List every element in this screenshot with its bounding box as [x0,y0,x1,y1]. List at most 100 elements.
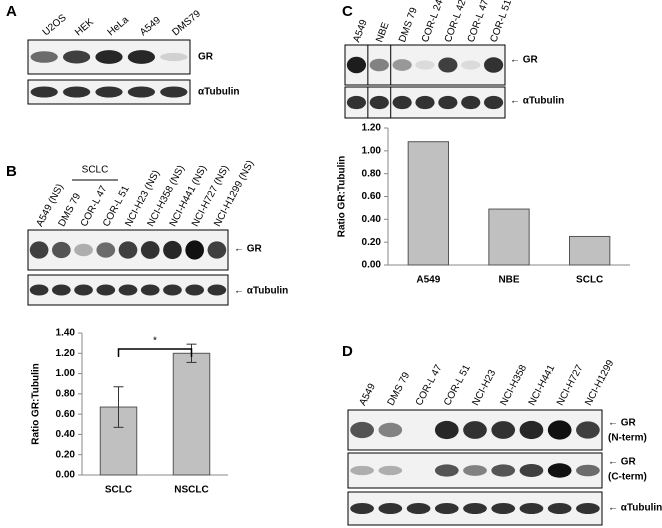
y-tick-label: 0.00 [362,260,382,271]
band [415,95,435,110]
group-label: SCLC [82,165,109,176]
band [461,95,481,110]
lane-label: A549 [351,18,369,44]
band [483,95,504,110]
band [491,464,516,477]
y-axis-label: Ratio GR:Tubulin [337,156,348,237]
lane-label: DMS 79 [397,6,420,44]
band [52,284,71,296]
band-label: ← αTubulin [510,96,564,107]
band [74,284,93,296]
x-tick-label: NSCLC [174,485,208,496]
band [127,86,156,98]
lane-label: A549 [138,15,163,39]
band [519,464,544,477]
lane-label: NBE [374,21,391,44]
y-tick-label: 0.80 [56,388,76,399]
significance-bracket [117,348,193,357]
y-tick-label: 0.60 [56,409,76,420]
x-tick-label: NBE [498,275,519,286]
band [461,60,481,70]
band [95,86,123,98]
band-label: ← GR [510,55,539,66]
band [519,420,544,440]
band [185,284,205,296]
band [547,463,572,478]
x-tick-label: SCLC [105,485,132,496]
band [118,241,138,259]
lane-label: HEK [73,16,96,38]
lane-label: COR-L 47 [414,363,445,408]
y-tick-label: 1.00 [56,368,76,379]
lane-label: HeLa [106,14,132,38]
lane-label: U2OS [41,12,69,38]
band-label: (N-term) [608,433,647,444]
band [491,502,516,515]
y-tick-label: 0.40 [56,429,76,440]
band [350,421,374,439]
band [30,86,58,98]
band [369,95,389,110]
bar [172,352,211,476]
band [434,464,459,477]
band-label: (C-term) [608,472,647,483]
panel-label: C [342,3,353,20]
band [547,502,572,515]
significance-label: * [153,336,157,347]
y-tick-label: 0.60 [362,191,382,202]
band [118,284,138,296]
x-tick-label: SCLC [576,275,603,286]
band [378,465,403,476]
band [96,284,116,296]
bar [569,235,611,266]
band [163,284,182,296]
band-label: ← αTubulin [234,286,288,297]
band [483,57,504,73]
y-tick-label: 0.00 [56,470,76,481]
band [207,284,227,296]
lane-label: NCI-H23 [470,368,498,408]
band [392,95,412,110]
panel-label: B [6,163,17,180]
y-tick-label: 0.40 [362,214,382,225]
y-tick-label: 0.20 [362,237,382,248]
band [95,50,123,64]
band [350,502,374,515]
x-tick-label: A549 [416,275,440,286]
band [29,284,49,296]
lane-label: NCI-H1299 [583,358,616,408]
lane-label: COR-L 51 [442,363,473,408]
panel-label: A [6,3,17,20]
band-label: GR [198,52,214,63]
band [96,242,116,258]
band [463,421,487,439]
band [434,420,459,440]
y-tick-label: 1.20 [362,123,382,134]
band [140,284,160,296]
lane-label: DMS79 [170,8,203,38]
band [346,56,367,74]
lane-label: COR-L 42 [443,0,469,44]
lane-label: COR-L 24 [420,0,446,44]
band [30,51,58,63]
band [392,59,412,71]
lane-label: A549 [357,381,378,407]
band [491,421,516,439]
band [576,464,600,477]
band [74,243,93,257]
band [406,502,431,515]
band [576,421,600,439]
y-axis-label: Ratio GR:Tubulin [31,363,42,444]
lane-label: NCI-H358 [498,363,529,408]
band [163,240,182,260]
band [160,52,188,62]
band [438,95,458,110]
band [52,241,71,259]
band [434,502,459,515]
lane-label: COR-L 47 [466,0,492,44]
band [378,502,403,515]
y-tick-label: 1.40 [56,328,76,339]
band [207,241,227,259]
